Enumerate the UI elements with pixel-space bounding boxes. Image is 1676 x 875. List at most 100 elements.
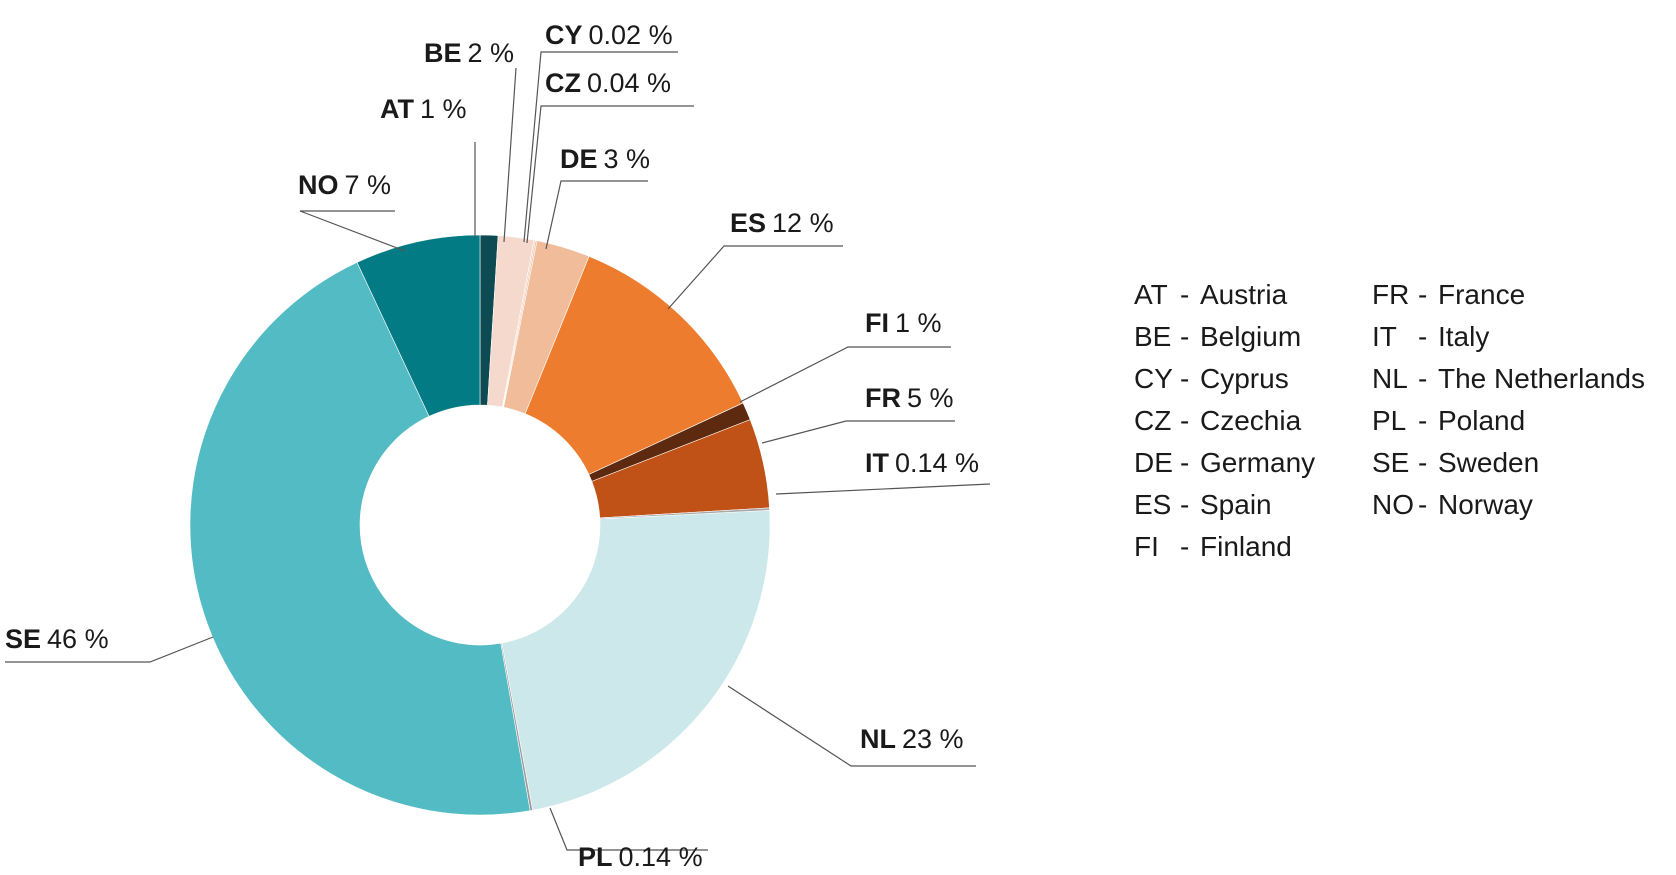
slice-label-no: NO 7 %	[298, 170, 391, 200]
slice-label-value: 7 %	[345, 170, 392, 200]
legend-code: AT	[1134, 279, 1168, 310]
leader-se	[5, 636, 214, 663]
legend-separator: -	[1180, 489, 1190, 520]
legend-item-de: DE - Germany	[1134, 442, 1315, 484]
legend-column-2: FR - France IT - Italy NL - The Netherlands PL - Po…	[1372, 274, 1645, 526]
legend-item-cy: CY - Cyprus	[1134, 358, 1315, 400]
legend-code: IT	[1372, 321, 1397, 352]
slice-label-code: CZ	[545, 68, 581, 98]
slice-labels: AT 1 %BE 2 %CY 0.02 %CZ 0.04 %DE 3 %ES 12 %FI 1…	[5, 20, 979, 872]
slice-label-se: SE 46 %	[5, 624, 109, 654]
slice-label-value: 2 %	[468, 38, 515, 68]
legend-separator: -	[1418, 489, 1428, 520]
legend-separator: -	[1180, 279, 1190, 310]
legend-column-1: AT - Austria BE - Belgium CY - Cyprus CZ - Czechia D…	[1134, 274, 1315, 568]
legend-separator: -	[1418, 405, 1428, 436]
slice-label-value: 1 %	[420, 94, 467, 124]
slice-label-it: IT 0.14 %	[865, 448, 979, 478]
slice-label-code: IT	[865, 448, 890, 478]
legend-item-it: IT - Italy	[1372, 316, 1645, 358]
legend-separator: -	[1418, 321, 1428, 352]
slice-label-value: 0.14 %	[619, 842, 703, 872]
slice-no	[356, 234, 481, 417]
slice-label-pl: PL 0.14 %	[578, 842, 703, 872]
slice-label-fr: FR 5 %	[865, 383, 954, 413]
legend-country-name: Norway	[1438, 489, 1533, 520]
slice-label-value: 12 %	[772, 208, 834, 238]
legend-code: SE	[1372, 447, 1410, 478]
slice-label-value: 5 %	[907, 383, 954, 413]
legend-item-no: NO - Norway	[1372, 484, 1645, 526]
legend-item-fr: FR - France	[1372, 274, 1645, 316]
legend-country-name: Finland	[1200, 531, 1292, 562]
slice-label-code: FR	[865, 383, 901, 413]
slice-label-code: CY	[545, 20, 583, 50]
legend-item-cz: CZ - Czechia	[1134, 400, 1315, 442]
leader-it	[775, 483, 991, 495]
label-leaders	[5, 51, 991, 851]
slice-label-nl: NL 23 %	[860, 724, 964, 754]
legend-country-name: The Netherlands	[1438, 363, 1646, 394]
slice-label-value: 0.14 %	[895, 448, 979, 478]
slice-label-value: 1 %	[895, 308, 942, 338]
leader-nl	[727, 685, 976, 767]
legend-separator: -	[1180, 531, 1190, 562]
slice-label-value: 46 %	[47, 624, 109, 654]
slice-label-de: DE 3 %	[560, 144, 650, 174]
slice-label-value: 3 %	[604, 144, 651, 174]
leader-cz	[526, 105, 694, 244]
slice-label-code: BE	[424, 38, 462, 68]
donut-slices	[189, 234, 771, 816]
slice-label-fi: FI 1 %	[865, 308, 942, 338]
leader-fi	[739, 346, 951, 403]
legend-item-fi: FI - Finland	[1134, 526, 1315, 568]
slice-nl	[501, 510, 771, 811]
leader-pl	[549, 807, 708, 851]
slice-label-cz: CZ 0.04 %	[545, 68, 671, 98]
leader-no	[299, 210, 406, 252]
slice-label-value: 23 %	[902, 724, 964, 754]
slice-label-value: 0.04 %	[587, 68, 671, 98]
legend-country-name: Austria	[1200, 279, 1288, 310]
legend-code: BE	[1134, 321, 1172, 352]
slice-label-at: AT 1 %	[380, 94, 467, 124]
legend-separator: -	[1418, 279, 1428, 310]
legend-code: PL	[1372, 405, 1407, 436]
legend-separator: -	[1418, 363, 1428, 394]
leader-be	[503, 67, 517, 243]
legend-code: FI	[1134, 531, 1159, 562]
slice-label-be: BE 2 %	[424, 38, 514, 68]
slice-label-code: NO	[298, 170, 339, 200]
leader-es	[667, 245, 843, 310]
legend-country-name: Spain	[1200, 489, 1272, 520]
legend-country-name: Italy	[1438, 321, 1490, 352]
slice-label-es: ES 12 %	[730, 208, 834, 238]
legend-country-name: Germany	[1200, 447, 1316, 478]
slice-label-code: SE	[5, 624, 41, 654]
legend-code: ES	[1134, 489, 1172, 520]
leader-cy	[523, 51, 678, 243]
slice-label-code: DE	[560, 144, 598, 174]
legend-separator: -	[1180, 405, 1190, 436]
legend-separator: -	[1180, 447, 1190, 478]
slice-label-code: NL	[860, 724, 896, 754]
legend-country-name: Sweden	[1438, 447, 1540, 478]
slice-label-code: PL	[578, 842, 613, 872]
legend-separator: -	[1180, 321, 1190, 352]
legend-code: CY	[1134, 363, 1173, 394]
legend-item-es: ES - Spain	[1134, 484, 1315, 526]
legend-separator: -	[1418, 447, 1428, 478]
legend-country-name: Cyprus	[1200, 363, 1289, 394]
legend-country-name: France	[1438, 279, 1526, 310]
slice-label-code: AT	[380, 94, 414, 124]
slice-label-value: 0.02 %	[589, 20, 673, 50]
slice-es	[524, 255, 744, 475]
legend-code: FR	[1372, 279, 1410, 310]
legend-code: CZ	[1134, 405, 1172, 436]
legend-separator: -	[1180, 363, 1190, 394]
slice-label-code: FI	[865, 308, 889, 338]
leader-de	[545, 180, 648, 250]
leader-fr	[761, 420, 955, 444]
legend-country-name: Poland	[1438, 405, 1526, 436]
legend-item-se: SE - Sweden	[1372, 442, 1645, 484]
